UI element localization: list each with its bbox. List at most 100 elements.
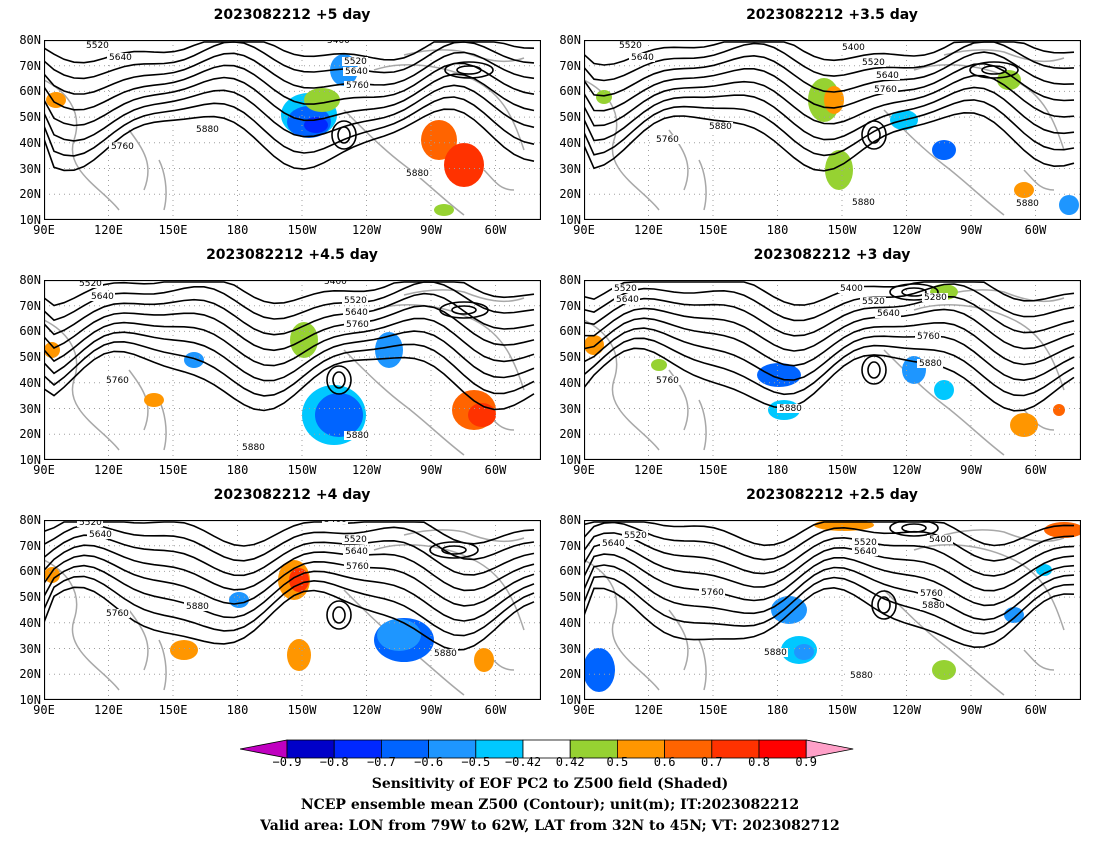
contour-label-bg (77, 520, 103, 527)
coastline-america (883, 544, 1065, 696)
lat-label: 20N (19, 187, 41, 202)
closed-contour (981, 65, 1007, 75)
contour-label-bg (87, 530, 113, 539)
contour-line (584, 532, 1075, 577)
contour-label: 5520 (79, 280, 102, 289)
closed-contour (877, 596, 891, 614)
map-panel-5: 5520 5640 5760 5880 5400 5520 5640 5760 5880 (44, 520, 541, 700)
contour-label-bg (322, 520, 348, 524)
contour-label-bg (915, 332, 941, 341)
lat-label: 40N (19, 375, 41, 390)
colorbar-max-arrow (805, 739, 854, 759)
sensitivity-blob (287, 639, 311, 671)
lon-label: 60W (484, 703, 507, 717)
closed-contour (331, 120, 357, 150)
lat-label: 70N (559, 58, 581, 73)
sensitivity-blob (1010, 413, 1038, 437)
footer-line-1: Sensitivity of EOF PC2 to Z500 field (Sh… (371, 776, 729, 792)
gridlines (584, 280, 1081, 460)
lon-label: 120E (94, 463, 123, 477)
map-background (584, 40, 1081, 220)
coastline-arctic (943, 529, 1065, 543)
contour-label: 5640 (109, 53, 132, 63)
colorbar-tick-label: 0.9 (795, 755, 818, 769)
sensitivity-blob (651, 359, 667, 371)
contour-line (584, 281, 1075, 306)
lon-label: 60W (1024, 463, 1047, 477)
lat-label: 10N (559, 212, 581, 227)
map-frame (44, 520, 541, 700)
colorbar-tick-label: 0.8 (748, 755, 770, 769)
contour-line (44, 51, 535, 95)
contour-label-bg (874, 71, 900, 80)
colorbar-tick-label: −0.5 (461, 755, 491, 769)
coastlines (44, 49, 525, 216)
contour-line (44, 84, 535, 142)
lat-label: 80N (19, 33, 41, 47)
lat-label: 40N (19, 615, 41, 630)
contour-label-bg (342, 535, 368, 544)
contour-label: 5880 (406, 169, 429, 179)
contour-label-bg (918, 589, 944, 598)
footer-line-3: Valid area: LON from 79W to 62W, LAT fro… (260, 818, 840, 834)
contour-label-bg (344, 431, 370, 440)
colorbar-tick-label: −0.7 (366, 755, 396, 769)
lon-label: 90E (573, 463, 595, 477)
contour-label: 5760 (701, 588, 724, 598)
lat-label: 10N (19, 452, 41, 467)
coastline-arctic (403, 529, 525, 543)
lon-label: 150W (827, 703, 857, 717)
colorbar-tick-label: −0.6 (414, 755, 444, 769)
colorbar (240, 739, 854, 759)
contour-label-bg (104, 609, 130, 618)
contour-label: 5280 (924, 293, 947, 303)
lon-label: 60W (1024, 223, 1047, 237)
lat-label: 60N (19, 84, 41, 99)
lat-label: 40N (559, 135, 581, 150)
lat-label: 10N (19, 692, 41, 707)
colorbar-tick-label: 0.5 (606, 755, 629, 769)
contour-label: 5520 (862, 58, 885, 68)
sensitivity-blob (584, 648, 615, 692)
lon-label: 180 (226, 463, 249, 477)
sensitivity-blob (375, 332, 403, 368)
contour-line (584, 521, 1075, 562)
closed-contour (451, 305, 477, 315)
contour-line (584, 521, 1075, 547)
contour-label-bg (920, 601, 946, 610)
map-frame (44, 280, 541, 460)
contour-label-bg (860, 297, 886, 306)
contour-label: 5520 (344, 296, 367, 306)
contour-label-bg (77, 280, 103, 288)
lon-label: 120W (892, 703, 921, 717)
contour-label: 5760 (874, 85, 897, 95)
lat-label: 20N (559, 427, 581, 442)
contour-label: 5640 (602, 539, 625, 549)
contour-label-bg (852, 538, 878, 547)
contour-label: 5760 (656, 135, 679, 145)
contour-label: 5520 (614, 284, 637, 294)
contour-line (44, 317, 535, 367)
contour-line (44, 73, 535, 127)
contour-line (584, 86, 1075, 142)
contour-label-bg (342, 57, 368, 66)
lon-label: 60W (1024, 703, 1047, 717)
contour-line (584, 564, 1075, 621)
closed-contour (439, 301, 489, 319)
contour-line (584, 347, 1075, 412)
lon-label: 90W (420, 703, 442, 717)
contour-line (44, 350, 535, 412)
contour-label: 5640 (877, 309, 900, 319)
contour-label: 5640 (854, 547, 877, 557)
lon-label: 90W (960, 703, 982, 717)
contour-label: 5520 (862, 297, 885, 307)
footer-line-2: NCEP ensemble mean Z500 (Contour); unit(… (300, 797, 800, 813)
coastline-arctic (403, 289, 525, 303)
colorbar-tick-label: 0.6 (653, 755, 676, 769)
lon-label: 150E (698, 223, 728, 237)
contour-line (44, 534, 535, 577)
contour-line (584, 283, 1075, 322)
contour-label-bg (404, 169, 430, 178)
